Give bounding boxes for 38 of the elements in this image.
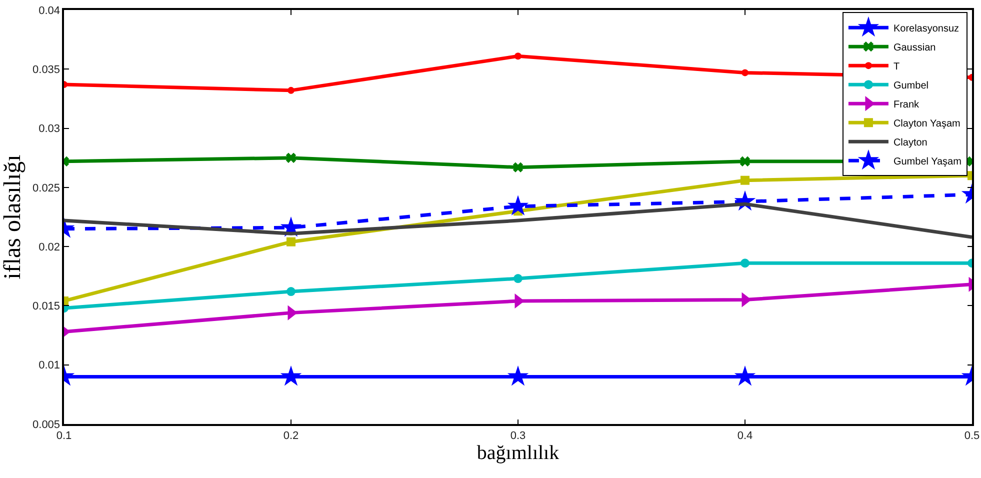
x-tick-label: 0.1	[56, 430, 72, 442]
x-tick-label: 0.5	[964, 430, 980, 442]
point	[740, 156, 750, 167]
legend-label: Gaussian	[893, 42, 936, 54]
legend-label: Clayton Yaşam	[893, 118, 960, 130]
y-tick-label: 0.02	[38, 241, 60, 254]
y-axis-title: iflas olasılığı	[0, 154, 26, 280]
point	[286, 237, 296, 246]
point	[512, 162, 524, 172]
x-axis-title: bağımlılık	[476, 442, 560, 464]
point	[507, 365, 529, 386]
point	[280, 365, 302, 386]
point	[742, 69, 748, 76]
point	[507, 195, 529, 216]
y-tick-label: 0.035	[32, 64, 60, 76]
point	[734, 365, 756, 386]
point	[286, 152, 296, 163]
point	[740, 176, 750, 185]
x-tick-label: 0.3	[510, 430, 526, 442]
y-tick-label: 0.015	[32, 300, 60, 313]
y-tick-label: 0.04	[38, 4, 60, 17]
y-tick-label: 0.005	[32, 418, 60, 431]
x-tick-label: 0.2	[283, 430, 299, 442]
point	[288, 86, 294, 94]
y-tick-label: 0.025	[32, 182, 60, 194]
legend-label: Frank	[893, 99, 920, 110]
legend-label: Gumbel Yaşam	[893, 156, 962, 168]
y-tick-label: 0.01	[38, 360, 60, 372]
x-tick-label: 0.4	[737, 430, 753, 442]
point	[286, 287, 296, 296]
legend-label: Clayton	[893, 137, 928, 148]
y-tick-label: 0.03	[38, 123, 60, 136]
point	[514, 52, 522, 60]
legend-label: T	[893, 61, 900, 72]
legend-label: Gumbel	[893, 80, 928, 92]
point	[740, 258, 750, 268]
legend-label: Korelasyonsuz	[893, 23, 960, 34]
point	[514, 274, 522, 284]
